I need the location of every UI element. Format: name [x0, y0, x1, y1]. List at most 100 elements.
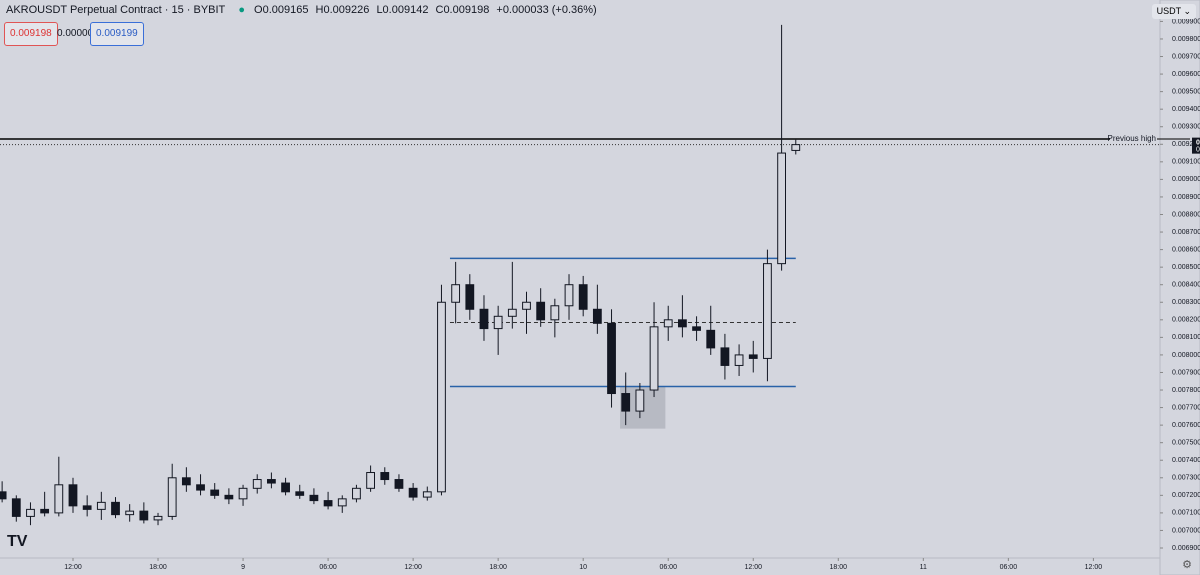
- candle-body: [522, 301, 531, 310]
- candle-body: [210, 489, 220, 496]
- candle-body: [479, 308, 489, 330]
- legend: AKROUSDT Perpetual Contract · 15 · BYBIT…: [6, 4, 601, 16]
- y-tick-label: 0.007900: [1172, 369, 1200, 376]
- candle-body: [0, 491, 7, 500]
- candle-body: [748, 354, 758, 359]
- candle-body: [791, 144, 801, 151]
- candle-body: [621, 393, 631, 412]
- candle-body: [649, 326, 659, 391]
- y-tick-label: 0.009100: [1172, 159, 1200, 166]
- x-tick-label: 06:00: [1000, 564, 1018, 571]
- candle-body: [592, 308, 602, 324]
- y-tick-label: 0.008700: [1172, 229, 1200, 236]
- previous-high-label: Previous high: [1108, 134, 1156, 143]
- candle-body: [550, 305, 560, 321]
- candle-body: [777, 152, 786, 265]
- change: +0.000033 (+0.36%): [496, 4, 597, 16]
- x-tick-label: 12:00: [1085, 564, 1103, 571]
- last-price-label: 0.009198: [1196, 139, 1200, 146]
- y-tick-label: 0.008900: [1172, 194, 1200, 201]
- candle-body: [564, 284, 574, 307]
- ohlc: L0.009142: [376, 4, 429, 16]
- spread: 0.000001: [57, 28, 99, 39]
- y-tick-label: 0.008300: [1172, 299, 1200, 306]
- y-tick-label: 0.009400: [1172, 106, 1200, 113]
- ohlc: O0.009165: [254, 4, 309, 16]
- candle-body: [507, 308, 517, 317]
- candle-body: [352, 487, 361, 500]
- buy-button[interactable]: 0.009199: [90, 22, 144, 46]
- candle-body: [465, 284, 475, 310]
- candle-body: [54, 484, 64, 514]
- y-tick-label: 0.009800: [1172, 36, 1200, 43]
- candle-body: [394, 479, 404, 489]
- candle-body: [692, 326, 701, 331]
- y-tick-label: 0.008200: [1172, 317, 1200, 324]
- x-tick-label: 18:00: [830, 564, 848, 571]
- x-tick-label: 10: [579, 564, 587, 571]
- countdown: 06:30: [1196, 146, 1200, 153]
- y-tick-label: 0.007000: [1172, 527, 1200, 534]
- x-tick-label: 06:00: [659, 564, 677, 571]
- y-tick-label: 0.007600: [1172, 422, 1200, 429]
- candle-body: [607, 322, 616, 395]
- candle-body: [68, 484, 78, 507]
- candle-body: [281, 482, 290, 493]
- y-tick-label: 0.008100: [1172, 334, 1200, 341]
- candle-body: [366, 472, 376, 489]
- candle-body: [720, 347, 730, 366]
- candle-body: [706, 329, 716, 349]
- logo: TV: [7, 533, 28, 550]
- candle-body: [408, 487, 418, 498]
- candle-body: [153, 515, 163, 521]
- candle-body: [26, 508, 35, 517]
- candle-body: [267, 479, 276, 484]
- ohlc: C0.009198: [435, 4, 490, 16]
- symbol[interactable]: AKROUSDT Perpetual Contract · 15 · BYBIT: [6, 4, 226, 16]
- x-tick-label: 12:00: [64, 564, 82, 571]
- y-tick-label: 0.009500: [1172, 88, 1200, 95]
- candle-body: [635, 389, 645, 412]
- x-tick-label: 12:00: [744, 564, 762, 571]
- candle-body: [677, 319, 687, 328]
- y-tick-label: 0.008500: [1172, 264, 1200, 271]
- currency-select[interactable]: USDT ⌄: [1151, 4, 1196, 19]
- y-tick-label: 0.008800: [1172, 211, 1200, 218]
- candle-body: [167, 477, 177, 517]
- candle-body: [663, 319, 673, 328]
- candle-body: [323, 500, 333, 507]
- candle-body: [181, 477, 191, 486]
- y-tick-label: 0.009900: [1172, 18, 1200, 25]
- last-price-tag: [1192, 137, 1200, 154]
- candle-body: [125, 510, 135, 516]
- candle-body: [451, 284, 461, 303]
- candle-body: [238, 487, 248, 500]
- y-tick-label: 0.007400: [1172, 457, 1200, 464]
- y-tick-label: 0.009700: [1172, 53, 1200, 60]
- status-dot: ●: [238, 4, 245, 16]
- settings[interactable]: ⚙: [1182, 559, 1192, 571]
- candle-body: [11, 498, 21, 517]
- candle-body: [493, 315, 503, 330]
- candle-body: [309, 494, 319, 502]
- x-tick-label: 12:00: [404, 564, 422, 571]
- candle-body: [337, 498, 347, 507]
- y-tick-label: 0.008000: [1172, 352, 1200, 359]
- price-axis: [1159, 0, 1200, 575]
- y-tick-label: 0.008600: [1172, 246, 1200, 253]
- y-tick-label: 0.009600: [1172, 71, 1200, 78]
- y-tick-label: 0.007500: [1172, 440, 1200, 447]
- y-tick-label: 0.009300: [1172, 124, 1200, 131]
- candle-body: [763, 263, 772, 359]
- sell-button[interactable]: 0.009198: [4, 22, 58, 46]
- candle-body: [536, 301, 546, 321]
- y-tick-label: 0.007200: [1172, 492, 1200, 499]
- candle-body: [40, 508, 50, 514]
- candle-body: [224, 494, 234, 500]
- candle-body: [295, 491, 305, 496]
- candle-body: [139, 510, 149, 521]
- y-tick-label: 0.007100: [1172, 510, 1200, 517]
- y-tick-label: 0.007700: [1172, 404, 1200, 411]
- candle-body: [111, 501, 120, 516]
